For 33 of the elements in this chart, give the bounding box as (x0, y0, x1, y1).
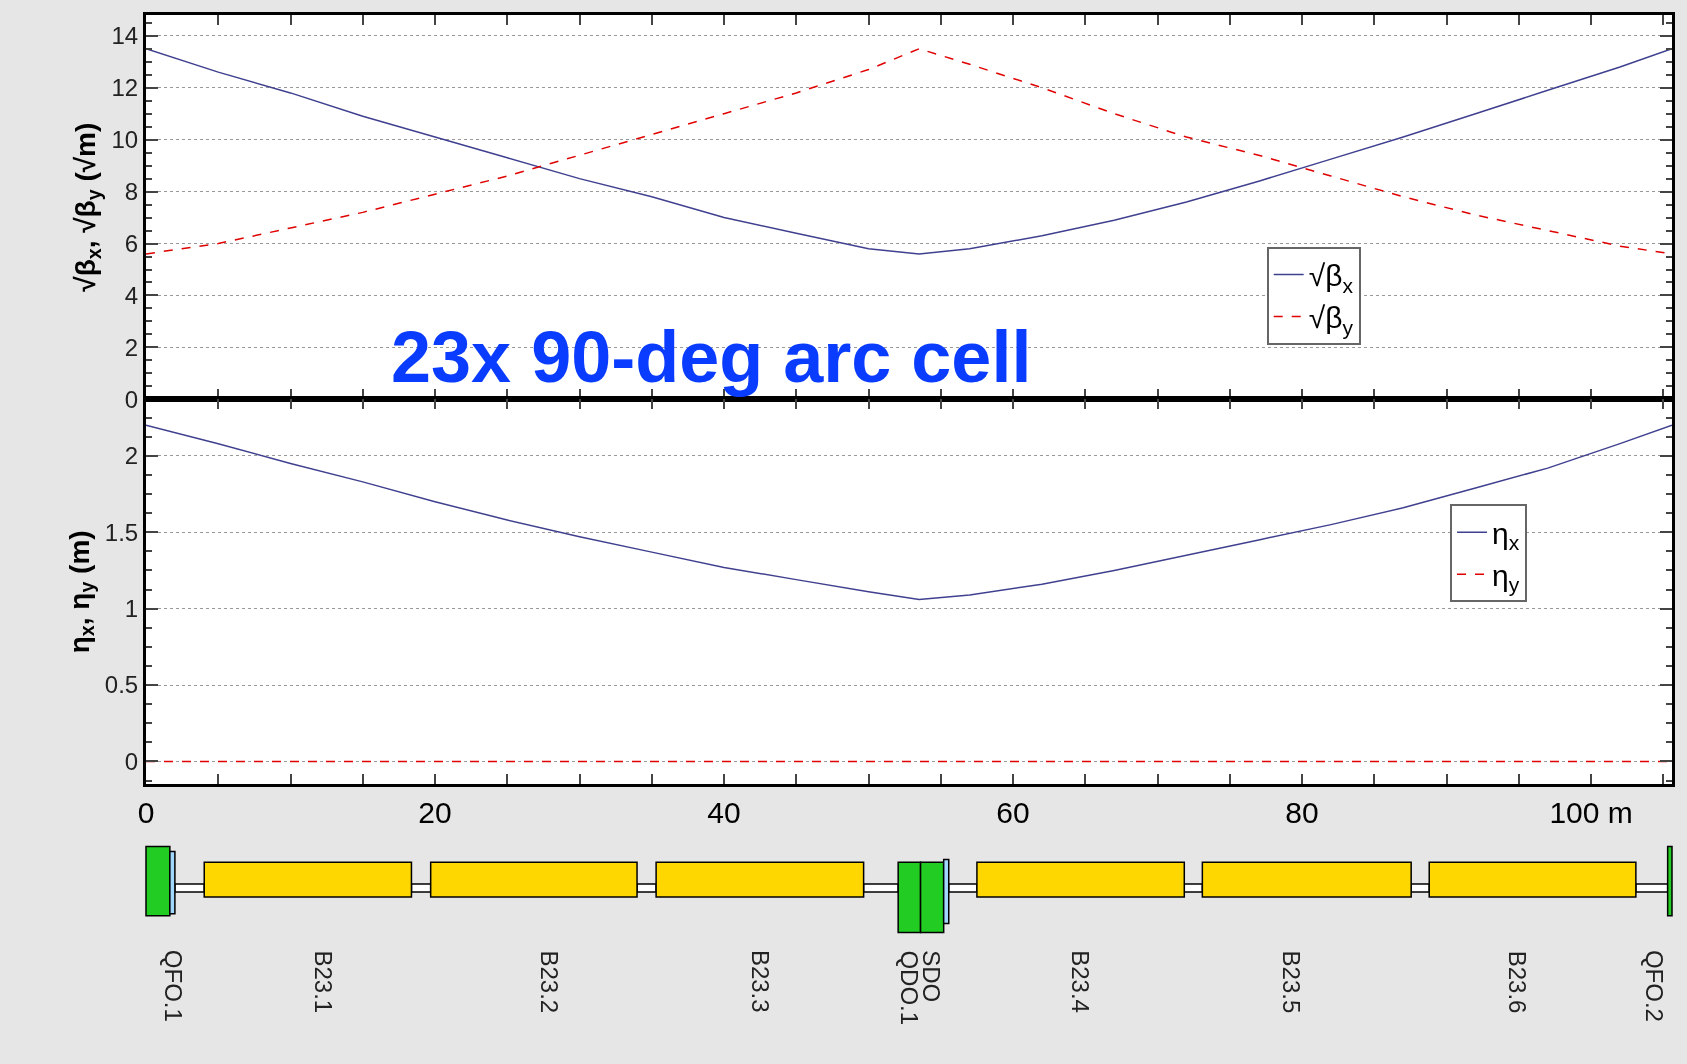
legend-label: √β$_{x}$ (1308, 259, 1354, 297)
text: B23.6 (1503, 950, 1531, 1014)
text: B23.5 (1278, 950, 1306, 1014)
y-tick-label: 0 (124, 385, 139, 413)
y-tick-label: 0.5 (104, 671, 139, 699)
x-tick-label: 60 (996, 796, 1030, 830)
legend-label: √β$_{y}$ (1308, 301, 1354, 339)
x-tick-label: 80 (1285, 796, 1319, 830)
y-tick-label: 2 (124, 442, 139, 470)
line-series (146, 424, 1672, 601)
text: QFO.2 (1640, 949, 1668, 1022)
y-tick-label: 0 (124, 747, 139, 775)
y-tick-label: 2 (124, 333, 139, 361)
text: B23.3 (746, 949, 774, 1013)
text: B23.4 (1067, 950, 1095, 1013)
y-tick-label: 14 (111, 22, 139, 50)
y-tick-label: 1 (124, 595, 139, 623)
x-tick-label: 40 (707, 796, 741, 830)
y-tick-label: 8 (124, 178, 139, 205)
legend-label: η$_{y}$ (1492, 559, 1520, 597)
legend-label: η$_{x}$ (1492, 517, 1520, 555)
x-tick-label: 20 (418, 796, 452, 830)
text: B23.1 (310, 950, 338, 1014)
text: QFO.1 (159, 949, 187, 1022)
y-tick-label: 12 (111, 74, 139, 102)
y-tick-label: 10 (111, 126, 139, 154)
text: B23.2 (536, 950, 564, 1014)
line-series (146, 48, 1672, 255)
x-tick-label: 100 m (1549, 796, 1633, 830)
y-tick-label: 6 (124, 229, 139, 257)
y-tick-label: 4 (124, 281, 139, 309)
y-tick-label: 1.5 (104, 518, 139, 546)
annotation: 23x 90-deg arc cell (391, 317, 1032, 397)
